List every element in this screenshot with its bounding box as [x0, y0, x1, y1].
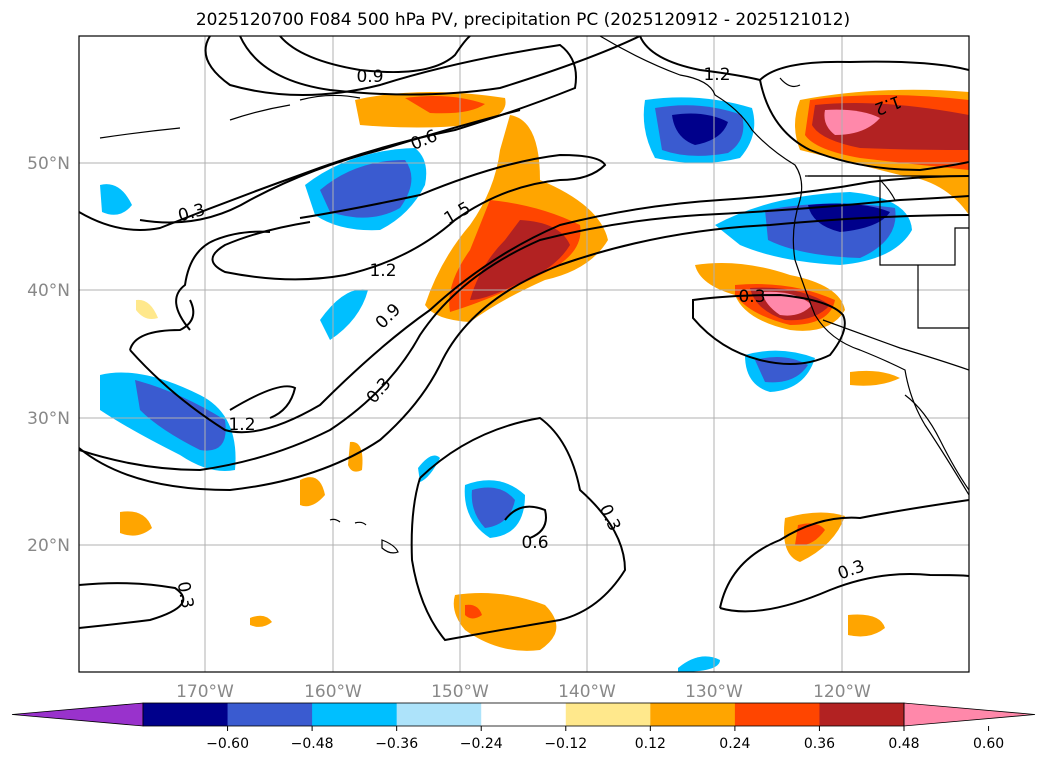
colorbar-tick-label: −0.60 — [206, 736, 249, 752]
map-frame — [78, 35, 970, 673]
colorbar-tick-label: −0.36 — [375, 736, 418, 752]
precip-blob-north-pacific — [355, 91, 506, 128]
precip-blob-california — [695, 262, 845, 331]
colorbar: −0.60 −0.48 −0.36 −0.24 −0.12 0.12 0.24 0.36 0.4… — [11, 702, 1036, 752]
contour-line — [692, 293, 846, 365]
lon-tick-label: 130°W — [685, 682, 743, 702]
colorbar-tick-label: 0.60 — [973, 736, 1004, 752]
map-panel: 0.9 1.2 0.6 0.3 1.5 1.2 0.9 0.3 1.2 0.3 … — [78, 35, 970, 673]
precip-blob-ne — [795, 89, 969, 215]
gridlines — [79, 36, 969, 672]
contour-label: 1.2 — [228, 415, 255, 435]
colorbar-cell — [565, 703, 651, 726]
lon-tick-label: 120°W — [813, 682, 871, 702]
colorbar-cell — [143, 703, 229, 726]
contour-line — [504, 505, 547, 539]
contour-line — [211, 153, 607, 281]
colorbar-tick-label: 0.24 — [719, 736, 750, 752]
contour-line — [759, 60, 969, 81]
colorbar-tick-label: 0.36 — [804, 736, 835, 752]
precip-blob-neg-nw — [305, 148, 427, 231]
contour-line — [719, 573, 969, 613]
colorbar-tick-label: −0.48 — [291, 736, 334, 752]
colorbar-extend-min — [11, 702, 144, 727]
contour-line — [79, 195, 969, 472]
contour-line — [239, 36, 641, 96]
colorbar-cell — [227, 703, 313, 726]
lon-tick-label: 170°W — [176, 682, 234, 702]
colorbar-cell — [312, 703, 398, 726]
colorbar-tick-label: 0.12 — [635, 736, 666, 752]
pv-contours — [79, 36, 969, 642]
lat-tick-label: 40°N — [27, 281, 70, 301]
precip-blob-central — [425, 115, 608, 322]
contour-line — [410, 416, 627, 642]
contour-line — [79, 214, 969, 492]
lon-tick-label: 140°W — [558, 682, 616, 702]
lon-ticks: 170°W 160°W 150°W 140°W 130°W 120°W — [176, 682, 871, 702]
lat-ticks: 50°N 40°N 30°N 20°N — [27, 154, 70, 556]
precip-blob-neg-bc — [643, 97, 755, 163]
lat-tick-label: 50°N — [27, 154, 70, 174]
contour-line — [175, 230, 271, 331]
colorbar-cell — [650, 703, 736, 726]
contour-line — [129, 175, 969, 434]
contour-line — [79, 36, 577, 231]
colorbar-tick-label: −0.24 — [460, 736, 503, 752]
contour-line — [129, 299, 195, 351]
contour-label: 0.6 — [521, 533, 548, 553]
contour-line — [719, 499, 969, 609]
colorbar-extend-max — [903, 702, 1036, 727]
contour-label: 1.2 — [369, 261, 396, 281]
colorbar-cell — [481, 703, 567, 726]
precip-shading — [100, 89, 969, 672]
contour-line — [759, 79, 969, 172]
map-title: 2025120700 F084 500 hPa PV, precipitatio… — [196, 10, 850, 30]
contour-label: 0.3 — [738, 287, 765, 307]
lat-tick-label: 20°N — [27, 536, 70, 556]
contour-label: 0.9 — [356, 67, 383, 87]
colorbar-tick-label: −0.12 — [544, 736, 587, 752]
colorbar-tick-label: 0.48 — [888, 736, 919, 752]
precip-blob-neg-misc — [100, 184, 815, 672]
contour-line — [279, 36, 471, 74]
contour-line — [79, 582, 185, 629]
lat-tick-label: 30°N — [27, 409, 70, 429]
contour-line — [639, 36, 761, 81]
coastlines — [99, 36, 969, 554]
colorbar-cell — [396, 703, 482, 726]
contour-line — [139, 109, 521, 224]
lon-tick-label: 160°W — [304, 682, 362, 702]
colorbar-cell — [734, 703, 820, 726]
lon-tick-label: 150°W — [431, 682, 489, 702]
contour-label: 0.3 — [173, 580, 197, 610]
precip-blob-neg-sw — [100, 372, 236, 471]
colorbar-frame — [142, 702, 905, 727]
precip-blob-neg-oregon — [715, 192, 912, 265]
contour-line — [229, 385, 297, 419]
colorbar-cell — [819, 703, 905, 726]
precip-blob-south — [120, 299, 900, 651]
contour-label: 1.2 — [703, 65, 730, 85]
